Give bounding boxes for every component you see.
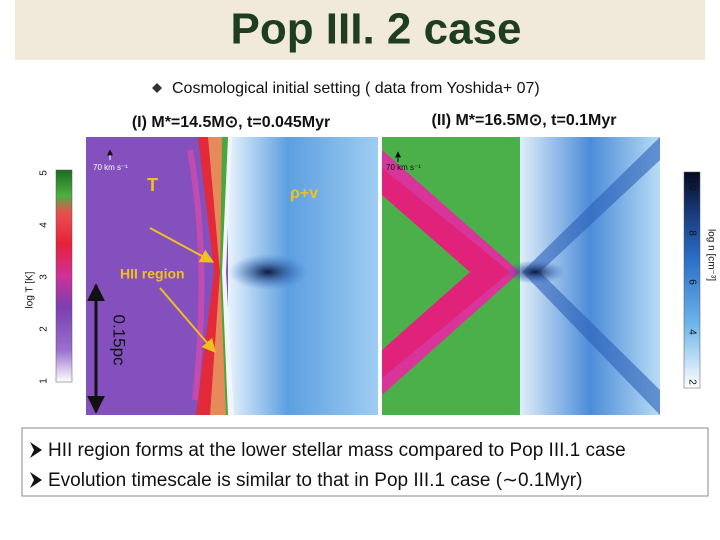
colorbar-tick: 6 [686,279,697,285]
colorbar-tick: 1 [39,378,50,384]
arrow [149,227,215,263]
bullet-icon [30,472,42,488]
colorbar-tick: 2 [686,379,697,385]
bullet-text: Evolution timescale is similar to that i… [48,470,582,491]
bullet-icon [30,442,42,458]
title: Pop III. 2 case [230,5,521,54]
panel-title: (II) M*=16.5M⊙, t=0.1Myr [431,112,616,129]
title-band [15,0,705,60]
simulation-image [86,137,378,415]
annotation: T [147,175,158,195]
annotation: HII region [120,266,185,282]
colorbar [55,169,73,383]
colorbar-tick: 3 [39,274,50,280]
simulation-image [382,137,660,415]
scale-label: 0.15pc [110,314,129,366]
colorbar [683,171,701,389]
bullet-icon [152,83,162,93]
colorbar-label: log T [K] [25,271,36,308]
bullet-box [21,427,709,497]
subtitle: Cosmological initial setting ( data from… [172,80,540,97]
colorbar-tick: 2 [39,326,50,332]
panel-title: (I) M*=14.5M⊙, t=0.045Myr [132,114,330,131]
colorbar-label: log n [cm⁻³] [705,229,716,281]
bullet-text: HII region forms at the lower stellar ma… [48,440,626,461]
arrow [159,287,216,354]
colorbar-tick: 10 [686,179,697,191]
colorbar-tick: 4 [686,329,697,335]
velocity-label: 70 km s⁻¹ [93,163,128,172]
velocity-label: 70 km s⁻¹ [386,163,421,172]
colorbar-tick: 4 [39,222,50,228]
annotation: ρ+v [290,185,318,202]
colorbar-tick: 5 [39,170,50,176]
colorbar-tick: 8 [686,230,697,236]
